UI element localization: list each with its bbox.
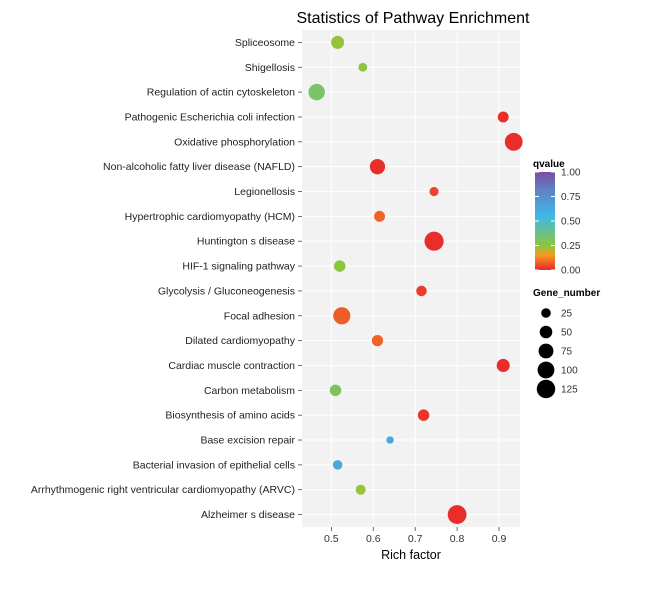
- chart-title: Statistics of Pathway Enrichment: [297, 10, 531, 27]
- y-tick-label: Huntington s disease: [197, 236, 295, 248]
- y-tick-label: HIF-1 signaling pathway: [182, 261, 295, 273]
- colorbar-tick-label: 0.25: [561, 241, 581, 252]
- data-point: [333, 307, 351, 325]
- y-tick-label: Focal adhesion: [224, 310, 295, 322]
- data-point: [369, 159, 386, 175]
- gene-number-legend-title: Gene_number: [533, 288, 600, 299]
- data-points: [308, 35, 523, 524]
- y-tick-label: Base excision repair: [200, 435, 295, 447]
- x-tick-label: 0.9: [492, 533, 507, 545]
- y-axis-labels: Spliceosome Shigellosis Regulation of acti…: [31, 37, 302, 521]
- data-point: [374, 210, 386, 222]
- x-tick-label: 0.5: [324, 533, 339, 545]
- y-tick-label: Carbon metabolism: [204, 385, 295, 397]
- qvalue-legend-ticks: 1.00 0.75 0.50 0.25 0.00: [535, 168, 581, 277]
- qvalue-legend-title: qvalue: [533, 159, 565, 170]
- data-point: [417, 409, 430, 421]
- data-point: [355, 484, 366, 495]
- x-tick-label: 0.6: [366, 533, 381, 545]
- data-point: [329, 384, 342, 397]
- gene-number-legend-label: 75: [561, 347, 573, 358]
- data-point: [371, 334, 384, 347]
- gene-number-legend-label: 125: [561, 385, 578, 396]
- y-tick-label: Oxidative phosphorylation: [174, 136, 295, 148]
- y-tick-label: Non-alcoholic fatty liver disease (NAFLD…: [103, 161, 295, 173]
- data-point: [429, 186, 439, 197]
- gene-number-legend: Gene_number 25 50 75 100 125: [533, 288, 600, 399]
- y-tick-label: Biosynthesis of amino acids: [165, 410, 295, 422]
- y-tick-label: Arrhythmogenic right ventricular cardiom…: [31, 484, 295, 496]
- gene-number-legend-dot: [538, 343, 554, 359]
- data-point: [331, 35, 345, 49]
- y-tick-label: Pathogenic Escherichia coli infection: [125, 111, 296, 123]
- gene-number-legend-dot: [536, 379, 556, 399]
- gene-number-legend-label: 100: [561, 366, 578, 377]
- y-tick-label: Alzheimer s disease: [201, 509, 295, 521]
- colorbar-tick-label: 0.00: [561, 266, 581, 277]
- x-tick-label: 0.7: [408, 533, 423, 545]
- gene-number-legend-items: 25 50 75 100 125: [536, 308, 578, 399]
- gene-number-legend-label: 50: [561, 328, 573, 339]
- colorbar-tick-label: 1.00: [561, 168, 581, 179]
- gene-number-legend-label: 25: [561, 309, 573, 320]
- qvalue-legend: qvalue 1.00 0.75 0.50 0.25 0.00: [533, 159, 581, 277]
- plot-panel: [302, 30, 520, 527]
- data-point: [424, 231, 444, 251]
- data-point: [416, 285, 427, 297]
- data-point: [504, 132, 523, 151]
- y-tick-label: Shigellosis: [245, 62, 295, 74]
- data-point: [308, 83, 325, 101]
- y-tick-label: Glycolysis / Gluconeogenesis: [158, 285, 295, 297]
- data-point: [447, 505, 467, 524]
- gene-number-legend-dot: [539, 325, 553, 339]
- data-point: [333, 260, 346, 272]
- gene-number-legend-dot: [541, 308, 551, 318]
- y-tick-label: Regulation of actin cytoskeleton: [147, 87, 295, 99]
- colorbar-tick-label: 0.75: [561, 192, 581, 203]
- data-point: [497, 111, 509, 123]
- data-point: [332, 460, 343, 470]
- y-tick-label: Legionellosis: [234, 186, 295, 198]
- data-point: [358, 62, 368, 72]
- data-point: [386, 436, 394, 444]
- x-axis-label: Rich factor: [381, 548, 441, 562]
- qvalue-colorbar: [535, 172, 555, 270]
- data-point: [496, 358, 510, 373]
- gene-number-legend-dot: [537, 361, 555, 379]
- y-tick-label: Hypertrophic cardiomyopathy (HCM): [125, 211, 295, 223]
- y-tick-label: Spliceosome: [235, 37, 295, 49]
- colorbar-tick-label: 0.50: [561, 217, 581, 228]
- y-tick-label: Cardiac muscle contraction: [168, 360, 295, 372]
- x-axis-ticks: 0.5 0.6 0.7 0.8 0.9: [324, 527, 506, 545]
- y-tick-label: Bacterial invasion of epithelial cells: [133, 459, 295, 471]
- y-tick-label: Dilated cardiomyopathy: [185, 335, 295, 347]
- x-tick-label: 0.8: [450, 533, 465, 545]
